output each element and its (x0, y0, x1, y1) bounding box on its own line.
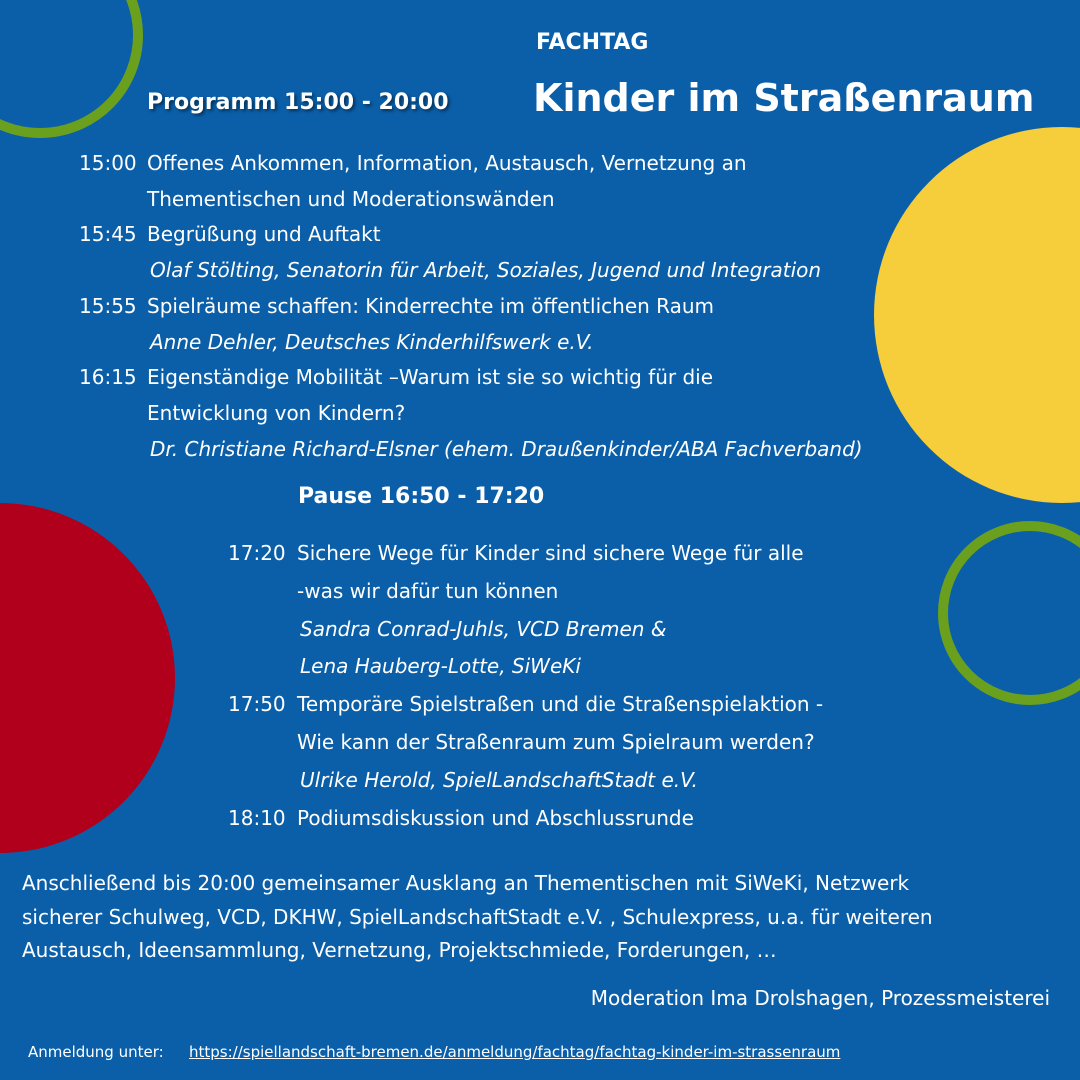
program: Programm 15:00 - 20:00 (147, 90, 449, 115)
session-title: Begrüßung und Auftakt (147, 222, 381, 247)
session-time: 17:20 (228, 541, 286, 565)
session-title: Offenes Ankommen, Information, Austausch… (147, 151, 747, 175)
session-title: Wie kann der Straßenraum zum Spielraum w… (297, 730, 815, 754)
title: Kinder im Straßenraum (533, 76, 1035, 120)
closing-line: Austausch, Ideensammlung, Vernetzung, Pr… (22, 938, 777, 962)
session-title: -was wir dafür tun können (297, 578, 559, 603)
session-speaker: Anne Dehler, Deutsches Kinderhilfswerk e… (150, 329, 594, 354)
session-speaker: Ulrike Herold, SpielLandschaftStadt e.V. (300, 767, 698, 792)
session-speaker: Sandra Conrad-Juhls, VCD Bremen & (300, 616, 667, 641)
session-speaker: Lena Hauberg-Lotte, SiWeKi (300, 654, 581, 679)
ring (938, 521, 1080, 705)
session-title: Entwicklung von Kindern? (147, 400, 406, 425)
kicker: FACHTAG (536, 30, 649, 55)
session-title: Podiumsdiskussion und Abschlussrunde (297, 805, 694, 830)
session-speaker: Olaf Stölting, Senatorin für Arbeit, Soz… (150, 258, 822, 283)
session-time: 17:50 (228, 692, 286, 717)
session-title: Eigenständige Mobilität –Warum ist sie s… (147, 365, 714, 390)
pause: Pause 16:50 - 17:20 (298, 484, 545, 509)
disc (0, 503, 175, 853)
session-title: Thementischen und Moderationswänden (147, 186, 555, 211)
closing-line: Anschließend bis 20:00 gemeinsamer Auskl… (22, 871, 910, 895)
session-time: 15:00 (79, 151, 137, 175)
session-time: 16:15 (79, 365, 137, 390)
registration-label: Anmeldung unter: (28, 1043, 164, 1061)
closing-line: sicherer Schulweg, VCD, DKHW, SpielLands… (22, 904, 933, 929)
ring (0, 0, 143, 138)
session-time: 15:45 (79, 222, 137, 247)
session-speaker: Dr. Christiane Richard-Elsner (ehem. Dra… (150, 436, 863, 461)
moderation: Moderation Ima Drolshagen, Prozessmeiste… (590, 986, 1050, 1010)
session-time: 18:10 (228, 805, 286, 830)
registration-link[interactable]: https://spiellandschaft-bremen.de/anmeld… (189, 1043, 841, 1061)
session-title: Spielräume schaffen: Kinderrechte im öff… (147, 293, 715, 318)
session-title: Temporäre Spielstraßen und die Straßensp… (297, 692, 824, 717)
disc (874, 127, 1080, 503)
session-time: 15:55 (79, 293, 137, 318)
session-title: Sichere Wege für Kinder sind sichere Weg… (297, 541, 804, 565)
